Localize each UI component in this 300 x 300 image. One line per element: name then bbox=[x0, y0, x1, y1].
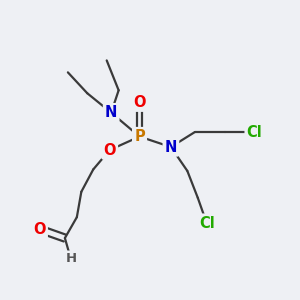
Text: O: O bbox=[33, 222, 46, 237]
Text: Cl: Cl bbox=[247, 124, 262, 140]
Text: N: N bbox=[105, 105, 117, 120]
Text: O: O bbox=[133, 95, 146, 110]
Text: P: P bbox=[134, 129, 145, 144]
Text: H: H bbox=[65, 253, 76, 266]
Text: N: N bbox=[165, 140, 177, 154]
Text: Cl: Cl bbox=[199, 216, 214, 231]
Text: O: O bbox=[103, 142, 116, 158]
